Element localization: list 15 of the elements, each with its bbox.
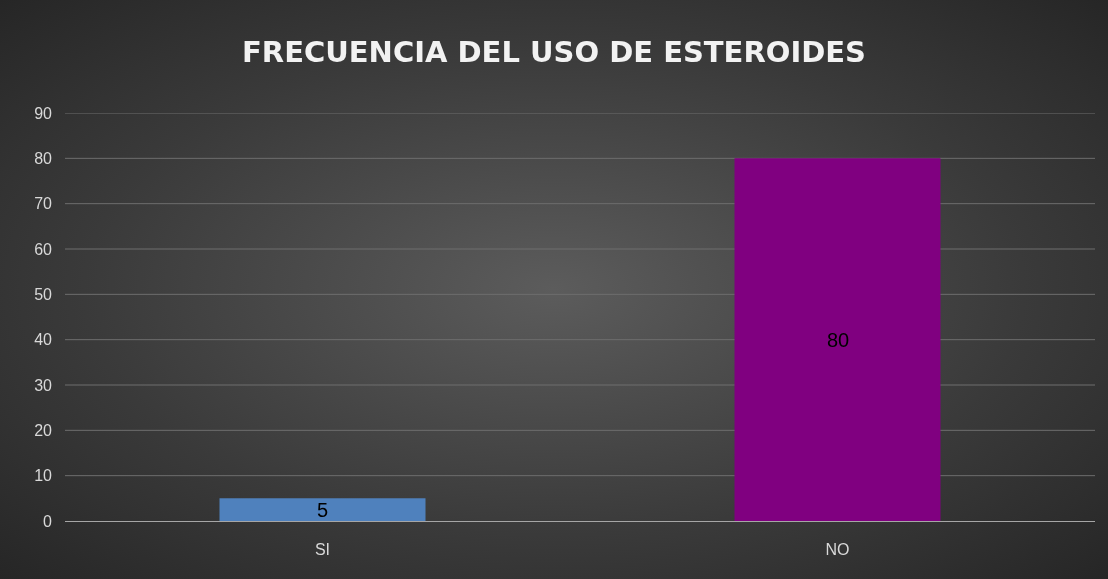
y-tick-label: 70 xyxy=(34,195,53,213)
y-tick-label: 10 xyxy=(34,467,53,485)
y-tick-label: 20 xyxy=(34,421,53,439)
y-tick-label: 80 xyxy=(34,149,53,167)
chart-title: FRECUENCIA DEL USO DE ESTEROIDES xyxy=(242,35,866,70)
y-tick-label: 30 xyxy=(34,376,53,394)
data-label: 5 xyxy=(317,499,329,521)
y-tick-label: 90 xyxy=(34,104,53,122)
x-tick-label: SI xyxy=(314,541,331,559)
y-tick-label: 50 xyxy=(34,285,53,303)
y-tick-label: 40 xyxy=(34,331,53,349)
y-tick-label: 0 xyxy=(43,512,53,530)
y-tick-label: 60 xyxy=(34,240,53,258)
x-tick-label: NO xyxy=(825,541,850,559)
data-label: 80 xyxy=(827,329,850,351)
